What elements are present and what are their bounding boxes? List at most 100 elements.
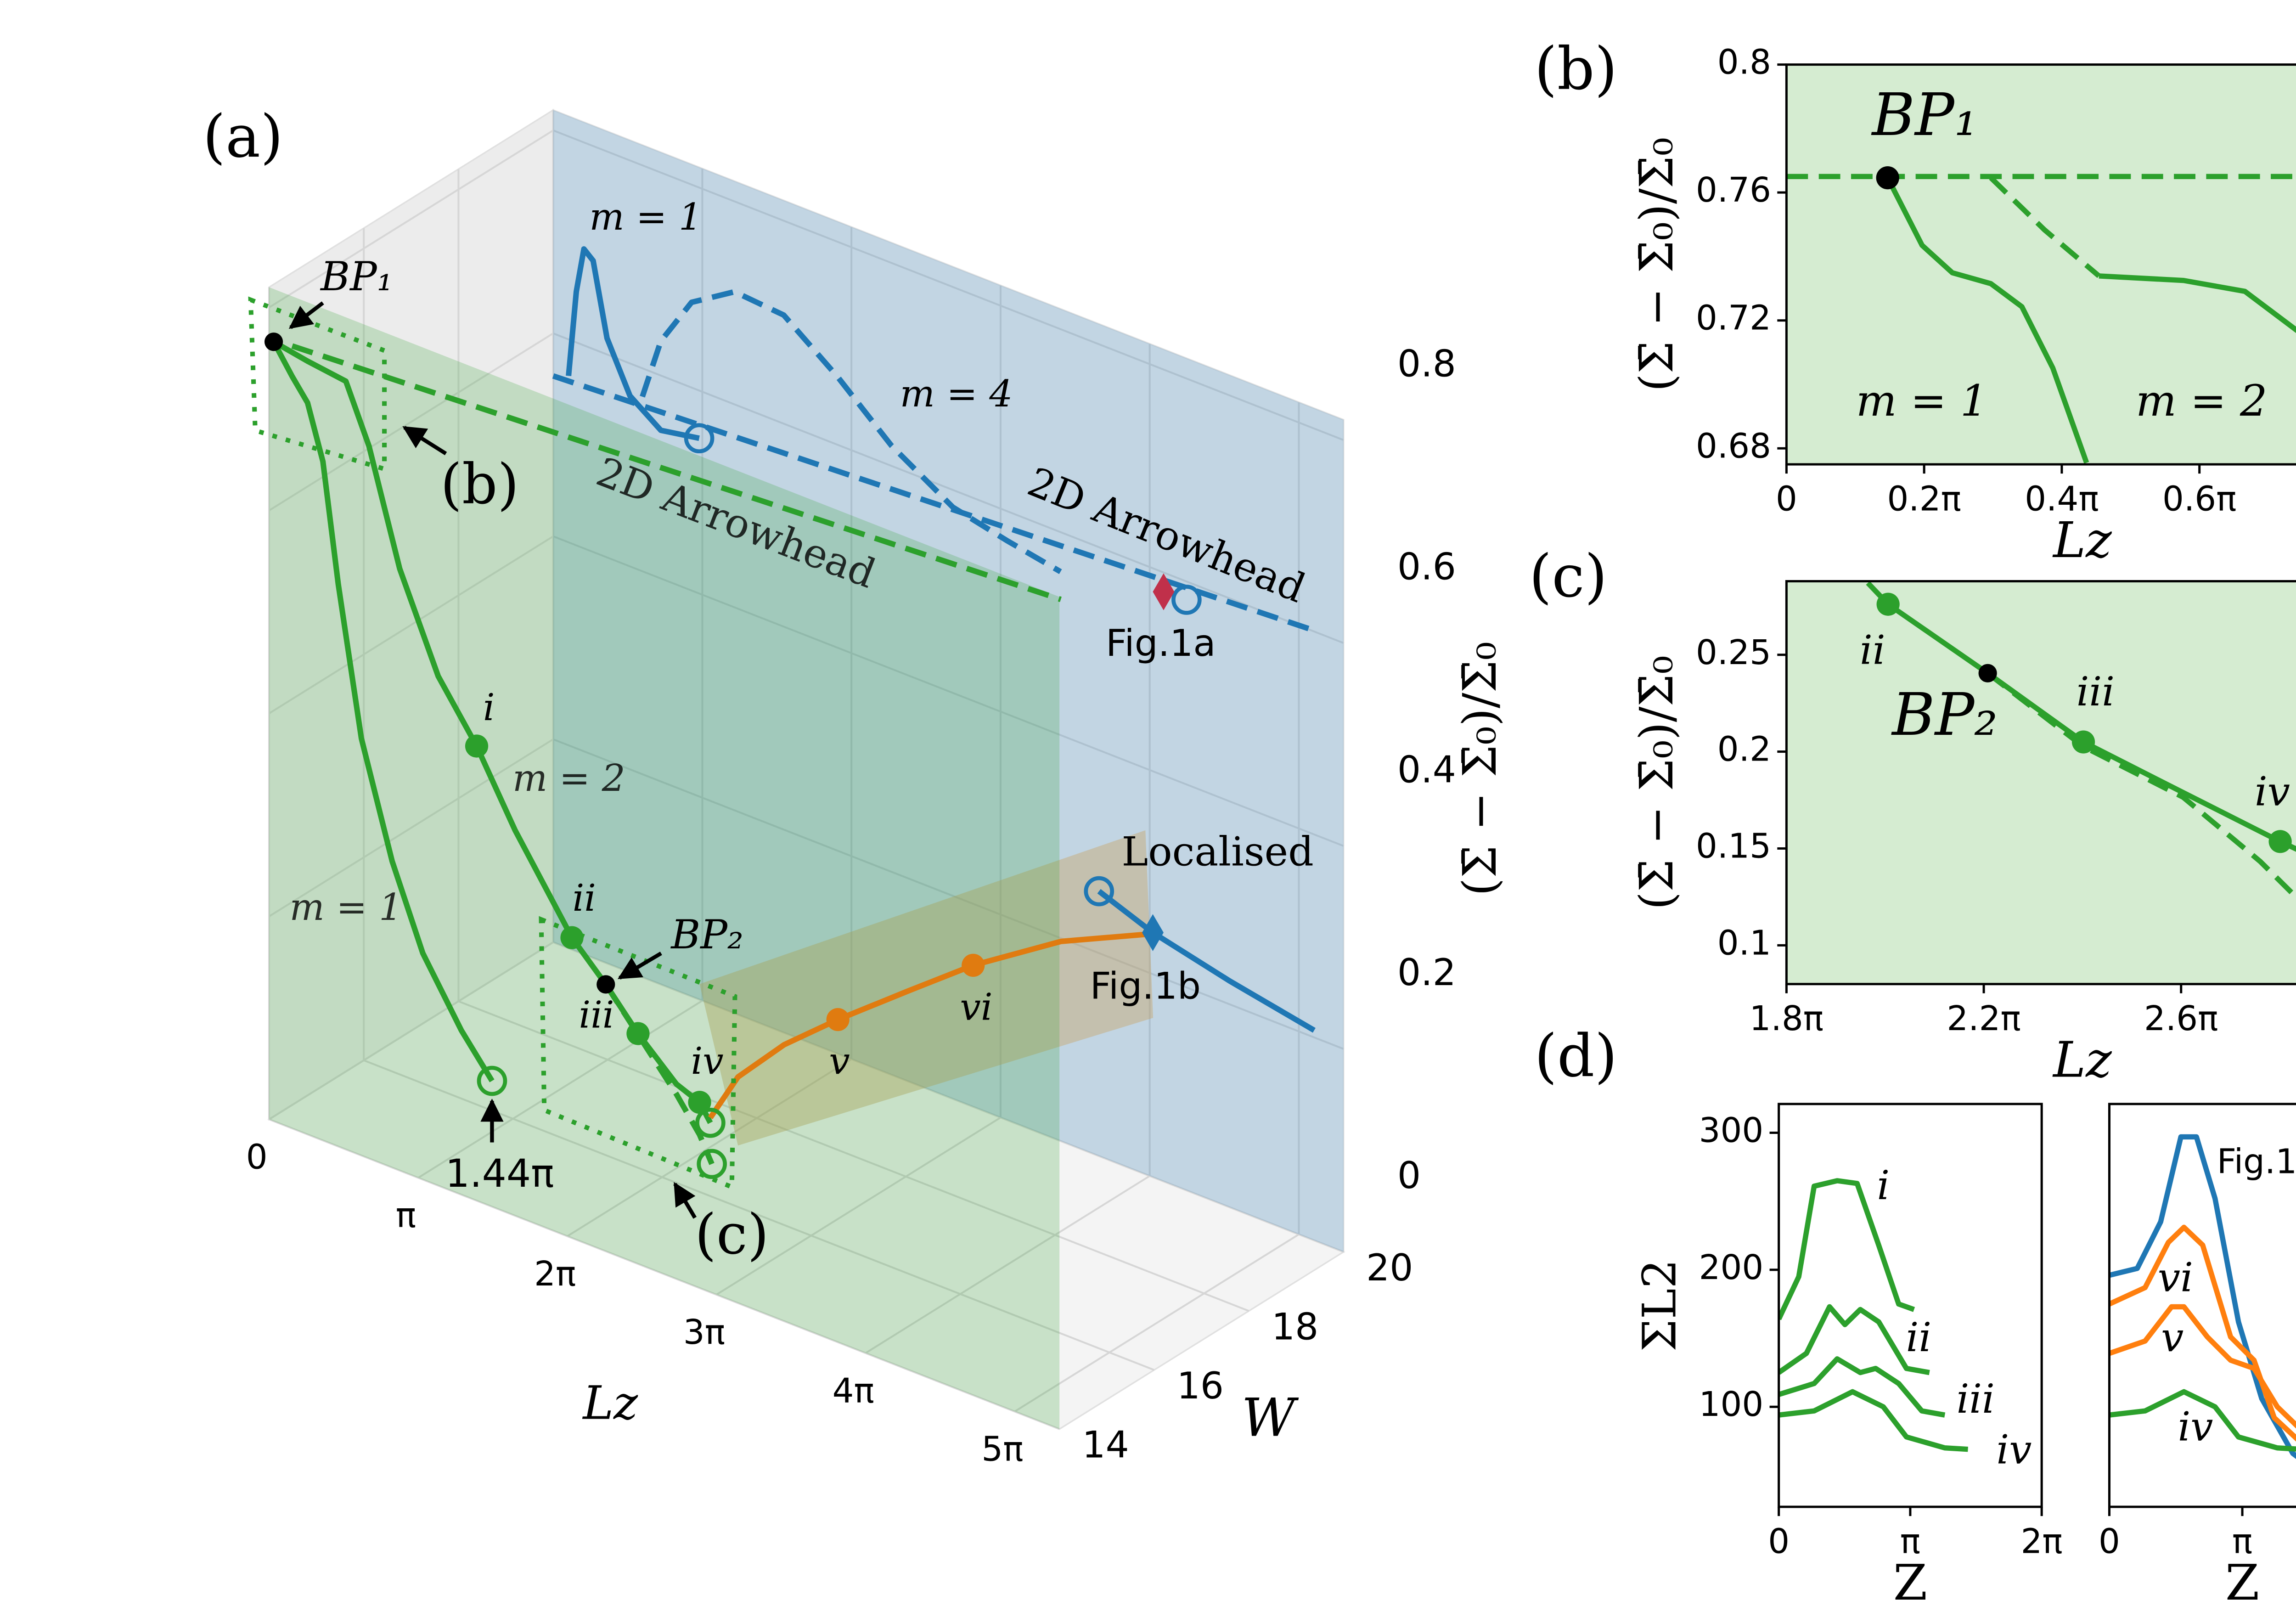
grid-line [865,1175,1150,1354]
plot-frame [1778,1103,2043,1508]
point-label: 1.44π [445,1151,554,1196]
y-tick-label: 0.2 [1717,730,1771,769]
point-marker [1084,876,1114,907]
point-marker [560,926,584,949]
point-marker [688,1091,711,1114]
point-label: iv [691,1039,724,1082]
grid-line [552,738,1344,1050]
series-label: Localised [1121,828,1313,875]
x-tick-label: 0 [2099,1522,2120,1561]
localised-plane [699,830,1154,1146]
point-label: ii [1860,627,1885,674]
point-label: BP₂ [1891,681,1998,749]
inset-box-c [539,916,737,1191]
plot-area [2109,1134,2296,1459]
series-label: iv [1996,1426,2032,1473]
x-tick-label: 2.2π [1947,999,2020,1038]
series-label: iii [1956,1375,1995,1422]
grid-line [567,1058,852,1237]
grid-line [268,333,554,512]
panel-label: (d) [1534,1022,1617,1090]
panel-a: 0 π 2π 3π 4π 5π 14 16 18 20 0 0.2 0.4 0.6 0.8 [246,108,1456,1469]
y-tick-label: 300 [1699,1111,1764,1150]
arrow [402,426,447,456]
point-label: iii [579,993,614,1036]
series-label: iv [2178,1403,2213,1450]
arrow [673,1182,697,1219]
panels-bcd: 00.2π0.4π0.6π0.8π0.680.720.760.8Lz(Σ̄ − … [1630,43,2296,1612]
point-label: ii [573,876,596,919]
series-line [1097,889,1316,1033]
x-tick-label: 0 [246,1138,268,1177]
series-label: m = 2 [2136,376,2268,426]
series-label: i [1877,1162,1890,1209]
series-label: vi [2158,1254,2193,1301]
point-marker [264,333,283,351]
x-tick-label: 0.4π [2025,479,2099,519]
arrow [288,301,324,329]
x-tick-label: 0.6π [2162,479,2236,519]
z-tick-label: 0 [1397,1154,1421,1197]
y-axis-label: (Σ̄ − Σ̄₀)/Σ̄₀ [1630,137,1683,392]
x-tick-label: 0 [1768,1522,1790,1561]
annotation: (b) [440,452,519,517]
series-line [1778,1389,1968,1452]
y-tick-label: 200 [1699,1248,1764,1287]
y-axis-label: ΣL2 [1633,1259,1687,1352]
point-label: i [483,686,495,729]
grid-line [552,332,1344,644]
panel-label: (a) [203,103,283,171]
w-axis-label: W [1242,1387,1299,1448]
x-tick-label: π [2232,1522,2252,1561]
point-marker [697,1149,727,1179]
x-tick-label: 2π [534,1255,576,1294]
point-marker [1876,166,1899,190]
plot-frame [1785,580,2296,986]
point-label: BP₁ [1871,81,1978,149]
x-axis-label: Z [2225,1555,2259,1612]
point-marker [962,953,985,977]
w-tick-label: 14 [1082,1423,1129,1466]
x-axis-label: Z [1893,1555,1927,1612]
series-line [1885,176,2089,464]
series-line [708,931,1154,1120]
grid-line [268,941,554,1121]
grid-line [552,130,1344,441]
series-label: Fig.1b [2217,1142,2296,1181]
x-tick-label: 2.6π [2144,999,2218,1038]
grid-line [269,1118,1060,1430]
series-line [2109,1134,2296,1459]
plane [553,110,1344,1252]
plot-background [1786,64,2296,465]
y-tick-label: 0.1 [1717,924,1771,963]
series-line [640,289,1062,575]
panel-label: (c) [1529,543,1608,611]
point-label: vi [960,986,992,1029]
plot-background [1786,581,2296,984]
plot-frame [1785,63,2296,466]
z-tick-label: 0.2 [1397,951,1456,994]
point-marker [1876,592,1900,616]
point-marker [626,1022,650,1045]
x-axis-label: Lz [2052,512,2112,569]
y-tick-label: 0.8 [1717,43,1771,82]
point-marker [1153,573,1175,610]
series-line [1778,1356,1946,1418]
z-tick-label: 0.6 [1397,545,1456,588]
y-axis-label: (Σ̄ − Σ̄₀)/Σ̄₀ [1630,655,1683,910]
y-tick-label: 0.76 [1696,171,1771,210]
x-tick-label: 4π [833,1371,874,1410]
w-tick-label: 18 [1272,1305,1318,1348]
point-marker [2268,830,2292,853]
series-label: m = 2 [512,756,625,800]
grid-line [417,1000,703,1179]
grid-line [552,535,1344,847]
grid-line [268,130,554,309]
annotation: (c) [695,1203,769,1267]
point-marker [684,423,715,454]
plot-area [1778,1178,1968,1452]
y-tick-label: 100 [1699,1385,1764,1424]
point-label: v [829,1039,850,1082]
